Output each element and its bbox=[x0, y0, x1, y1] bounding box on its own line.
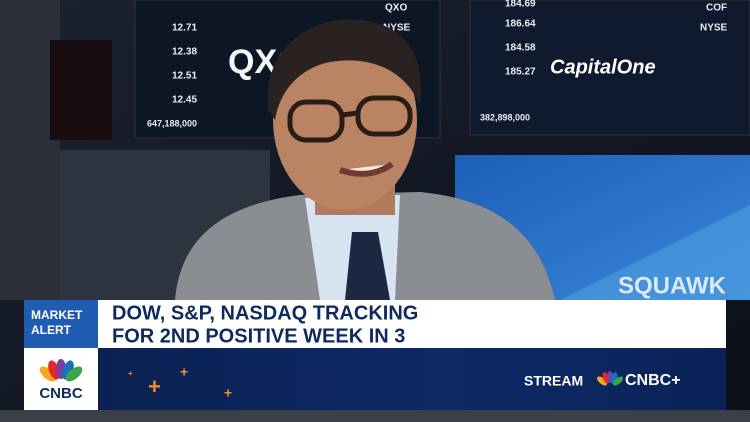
tie bbox=[345, 232, 390, 300]
right-monitor bbox=[469, 0, 750, 136]
stream-label: STREAM bbox=[524, 373, 583, 389]
mouth bbox=[339, 161, 394, 177]
hair bbox=[267, 19, 421, 120]
guest bbox=[175, 19, 555, 300]
price: 184.58 bbox=[505, 43, 536, 54]
face bbox=[273, 30, 417, 210]
price: 12.38 bbox=[172, 47, 197, 58]
logo: CapitalOne bbox=[550, 56, 656, 78]
ticker: COF bbox=[706, 3, 727, 14]
svg-text:+: + bbox=[180, 364, 188, 380]
headline-bar bbox=[24, 300, 726, 348]
ticker: QXO bbox=[385, 3, 407, 14]
set-stripe bbox=[560, 205, 750, 300]
stream-brand: CNBC+ bbox=[625, 372, 681, 389]
exchange: NYSE bbox=[383, 23, 411, 34]
red-ticker-board bbox=[50, 40, 112, 140]
volume: 382,898,000 bbox=[480, 112, 530, 122]
badge-text: MARKET bbox=[31, 308, 83, 322]
svg-text:+: + bbox=[128, 369, 133, 378]
headline: DOW, S&P, NASDAQ TRACKING bbox=[112, 302, 418, 324]
volume: 647,188,000 bbox=[147, 118, 197, 128]
stream-peacock bbox=[597, 371, 623, 386]
price: 12.45 bbox=[172, 95, 197, 106]
price: 12.51 bbox=[172, 71, 197, 82]
frame-bottom bbox=[0, 410, 750, 422]
headline: FOR 2ND POSITIVE WEEK IN 3 bbox=[112, 325, 405, 347]
price: 184.69 bbox=[505, 0, 536, 10]
price: 12.71 bbox=[172, 23, 197, 34]
network-name: CNBC bbox=[39, 385, 82, 402]
right-monitor-text: COF NYSE 184.69 186.64 184.58 185.27 382… bbox=[480, 0, 728, 122]
badge-text: ALERT bbox=[31, 323, 72, 337]
svg-text:+: + bbox=[148, 374, 161, 399]
decor-plus: + + + + bbox=[128, 364, 232, 401]
peacock bbox=[39, 359, 83, 382]
exchange: NYSE bbox=[700, 23, 728, 34]
show-title: SQUAWK bbox=[618, 272, 727, 299]
svg-text:+: + bbox=[224, 385, 232, 401]
price: 186.64 bbox=[505, 19, 536, 30]
price: 185.27 bbox=[505, 67, 536, 78]
alert-badge bbox=[24, 300, 98, 348]
glasses bbox=[287, 95, 413, 143]
